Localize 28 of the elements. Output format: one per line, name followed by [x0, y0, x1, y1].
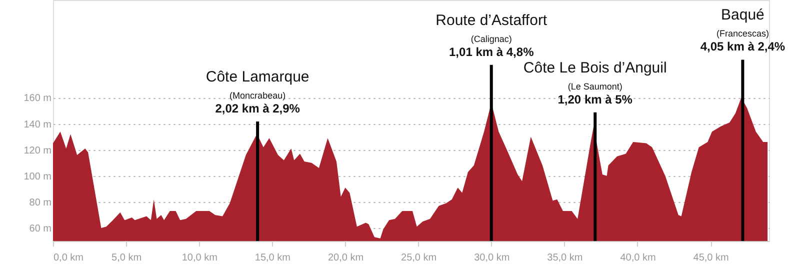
ref-line-label: Côte Le Bois d’Anguil	[523, 59, 667, 76]
annotation: (Francescas)	[716, 28, 769, 39]
annotation: 2,02 km à 2,9%	[215, 101, 300, 116]
ref-line-label: Route d’Astaffort	[436, 12, 548, 29]
x-tick-label: 20,0 km	[328, 252, 364, 264]
annotation: (Calignac)	[470, 34, 512, 44]
annotation: (Le Saumont)	[568, 81, 622, 92]
ref-line-label: Baqué	[721, 6, 764, 24]
annotation: (Moncrabeau)	[230, 90, 286, 100]
y-tick-label: 120 m	[24, 145, 52, 156]
x-tick-label: 25,0 km	[401, 252, 437, 264]
x-tick-label: 5,0 km	[112, 252, 142, 264]
y-tick-label: 140 m	[24, 119, 52, 130]
annotation: 1,20 km à 5%	[558, 92, 633, 106]
y-tick-label: 80 m	[29, 197, 52, 208]
x-tick-label: 35,0 km	[547, 252, 583, 264]
x-tick-label: 45,0 km	[693, 252, 729, 264]
x-tick-label: 0,0 km	[54, 252, 84, 264]
x-tick-label: 30,0 km	[474, 252, 510, 264]
x-tick-label: 15,0 km	[254, 252, 290, 264]
y-tick-label: 60 m	[29, 223, 52, 234]
ref-line-label: Côte Lamarque	[206, 68, 310, 86]
x-tick-label: 40,0 km	[620, 252, 656, 264]
annotation: 1,01 km à 4,8%	[449, 44, 534, 59]
y-tick-label: 100 m	[24, 171, 52, 182]
x-tick-label: 10,0 km	[182, 252, 218, 264]
annotation: 4,05 km à 2,4%	[700, 40, 786, 54]
y-tick-label: 160 m	[24, 93, 52, 104]
